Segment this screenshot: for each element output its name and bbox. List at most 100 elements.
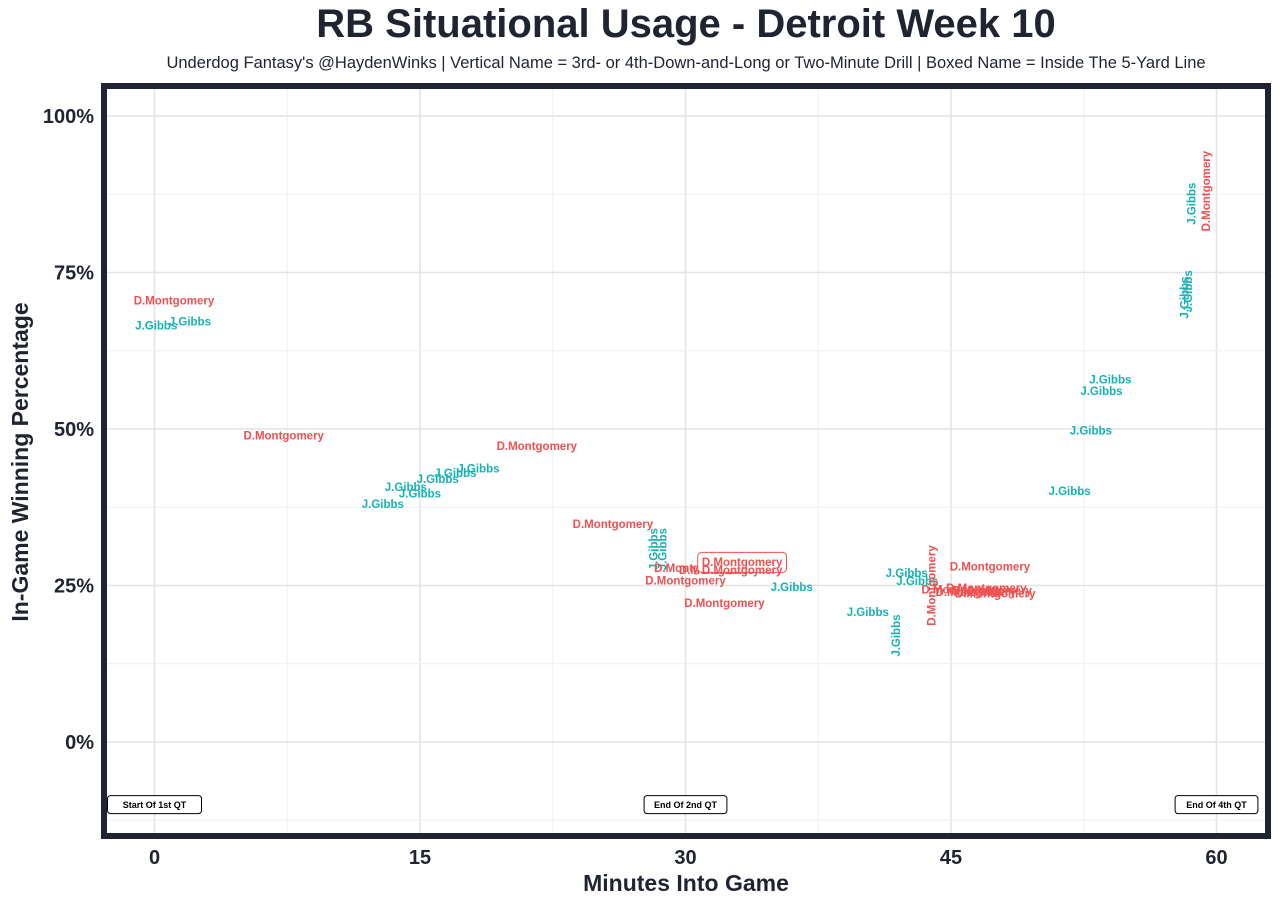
data-point: J.Gibbs <box>457 463 499 475</box>
data-point: J.Gibbs <box>1183 270 1195 312</box>
data-point: D.Montgomery <box>702 565 783 577</box>
point-label: D.Montgomery <box>702 565 783 577</box>
point-label: J.Gibbs <box>886 568 928 580</box>
y-axis-title: In-Game Winning Percentage <box>7 302 33 621</box>
point-label: J.Gibbs <box>771 582 813 594</box>
annotation-box <box>107 795 202 815</box>
y-tick-label: 0% <box>65 732 94 754</box>
annotation-text: End Of 4th QT <box>1186 800 1247 810</box>
point-label: D.Montgomery <box>645 575 726 587</box>
point-label: J.Gibbs <box>417 474 459 486</box>
point-label: J.Gibbs <box>1070 425 1112 437</box>
data-point: D.Montgomery <box>950 562 1031 574</box>
point-label: D.Montgomery <box>497 441 578 453</box>
data-point: D.Montgomery <box>936 587 1017 599</box>
point-label: D.Montgomery <box>950 562 1031 574</box>
data-point: J.Gibbs <box>649 528 661 570</box>
data-point: J.Gibbs <box>417 474 459 486</box>
x-tick-label: 15 <box>409 847 431 869</box>
data-point: J.Gibbs <box>362 499 404 511</box>
point-label-vertical: J.Gibbs <box>1183 270 1195 312</box>
point-label: J.Gibbs <box>1089 375 1131 387</box>
point-label: D.Montgomery <box>951 586 1032 598</box>
point-label: D.Montgomery <box>946 583 1027 595</box>
data-point: D.Montgomery <box>497 441 578 453</box>
y-tick-label: 100% <box>43 106 94 128</box>
point-label: J.Gibbs <box>169 316 211 328</box>
point-label: J.Gibbs <box>1080 386 1122 398</box>
plot-border <box>101 83 1271 839</box>
data-point: J.Gibbs <box>896 576 938 588</box>
data-point: J.Gibbs <box>847 607 889 619</box>
point-label: J.Gibbs <box>434 468 476 480</box>
y-tick-label: 75% <box>54 263 94 285</box>
point-label-vertical: J.Gibbs <box>891 614 903 656</box>
annotation-text: End Of 2nd QT <box>654 800 717 810</box>
data-point: D.Montgomery <box>946 583 1027 595</box>
x-tick-label: 0 <box>149 847 160 869</box>
point-label-vertical: D.Montgomery <box>927 545 939 626</box>
point-label: D.Montgomery <box>684 598 765 610</box>
annotation-layer: Start Of 1st QT End Of 2nd QT End Of 4th Q… <box>107 795 1259 815</box>
data-point: J.Gibbs <box>1080 386 1122 398</box>
data-point: D.Montgomery <box>951 586 1032 598</box>
data-point: J.Gibbs <box>385 482 427 494</box>
y-tick-label: 50% <box>54 419 94 441</box>
data-point: D.Montgomery <box>243 430 324 442</box>
data-point: D.Montgomery <box>955 589 1036 601</box>
tick-label-layer: 0 15 30 45 60 0% 25% 50% 75% 100% <box>43 106 1228 869</box>
point-label-vertical: D.Montgomery <box>1201 150 1213 231</box>
data-point: D.Montgomery <box>645 575 726 587</box>
x-axis-title: Minutes Into Game <box>583 870 789 896</box>
data-point: D.Montgomery <box>921 584 1002 596</box>
data-point: J.Gibbs <box>135 321 177 333</box>
y-tick-label: 25% <box>54 576 94 598</box>
point-label: J.Gibbs <box>399 488 441 500</box>
boxed-point-frame <box>697 551 788 573</box>
data-point: J.Gibbs <box>886 568 928 580</box>
point-label-vertical: J.Gibbs <box>1180 276 1192 318</box>
data-point: J.Gibbs <box>1180 276 1192 318</box>
data-point: J.Gibbs <box>891 614 903 656</box>
chart-title: RB Situational Usage - Detroit Week 10 <box>316 2 1056 46</box>
point-label: D.Montgomery <box>936 587 1017 599</box>
point-label: D.Montgomery <box>573 519 654 531</box>
point-label: D.Montgomery <box>134 296 215 308</box>
point-label: J.Gibbs <box>135 321 177 333</box>
data-point: D.Montgomery <box>1201 150 1213 231</box>
point-label-vertical: J.Gibbs <box>657 528 669 570</box>
annotation-box <box>1174 795 1259 815</box>
data-point: J.Gibbs <box>1070 425 1112 437</box>
data-point: D.Montgomery <box>684 598 765 610</box>
point-label: J.Gibbs <box>896 576 938 588</box>
point-label: J.Gibbs <box>457 463 499 475</box>
point-label: D.Montgomery <box>702 557 783 569</box>
point-label: J.Gibbs <box>385 482 427 494</box>
data-point: J.Gibbs <box>1089 375 1131 387</box>
data-point: D.Montgomery <box>134 296 215 308</box>
annotation-box <box>643 795 728 815</box>
data-point: J.Gibbs <box>169 316 211 328</box>
data-point: D.Montgomery <box>927 545 939 626</box>
point-label-layer: D.MontgomeryJ.GibbsJ.GibbsD.MontgomeryJ.… <box>134 150 1213 656</box>
quarter-annotation: End Of 4th QT <box>1174 795 1259 815</box>
point-label: D.Montgomery <box>955 589 1036 601</box>
point-label: J.Gibbs <box>362 499 404 511</box>
data-point: J.Gibbs <box>399 488 441 500</box>
grid-layer <box>104 86 1268 836</box>
point-label: D.Montgomery <box>243 430 324 442</box>
point-label: D.Montgomery <box>921 584 1002 596</box>
x-tick-label: 45 <box>940 847 962 869</box>
data-point: J.Gibbs <box>434 468 476 480</box>
x-tick-label: 60 <box>1205 847 1227 869</box>
data-point: J.Gibbs <box>657 528 669 570</box>
quarter-annotation: Start Of 1st QT <box>107 795 202 815</box>
data-point: J.Gibbs <box>1048 486 1090 498</box>
data-point: J.Gibbs <box>1187 183 1199 225</box>
x-tick-label: 30 <box>674 847 696 869</box>
annotation-text: Start Of 1st QT <box>123 800 187 810</box>
data-point: D.Montgomery <box>573 519 654 531</box>
data-point: J.Gibbs <box>771 582 813 594</box>
point-label-vertical: J.Gibbs <box>1187 183 1199 225</box>
